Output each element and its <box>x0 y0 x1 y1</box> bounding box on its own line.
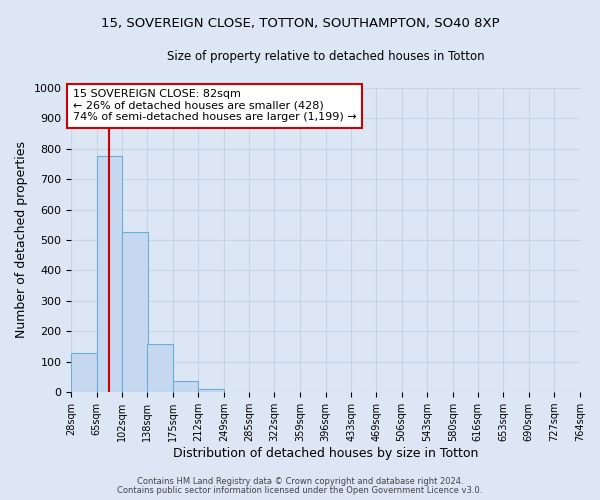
Bar <box>199 389 224 392</box>
Bar <box>148 344 173 392</box>
Y-axis label: Number of detached properties: Number of detached properties <box>15 142 28 338</box>
Title: Size of property relative to detached houses in Totton: Size of property relative to detached ho… <box>167 50 484 63</box>
Text: Contains public sector information licensed under the Open Government Licence v3: Contains public sector information licen… <box>118 486 482 495</box>
Bar <box>97 156 122 392</box>
Bar <box>71 352 97 392</box>
Text: Contains HM Land Registry data © Crown copyright and database right 2024.: Contains HM Land Registry data © Crown c… <box>137 477 463 486</box>
Bar <box>173 380 199 392</box>
Text: 15, SOVEREIGN CLOSE, TOTTON, SOUTHAMPTON, SO40 8XP: 15, SOVEREIGN CLOSE, TOTTON, SOUTHAMPTON… <box>101 18 499 30</box>
Bar <box>122 232 148 392</box>
X-axis label: Distribution of detached houses by size in Totton: Distribution of detached houses by size … <box>173 447 478 460</box>
Text: 15 SOVEREIGN CLOSE: 82sqm
← 26% of detached houses are smaller (428)
74% of semi: 15 SOVEREIGN CLOSE: 82sqm ← 26% of detac… <box>73 90 356 122</box>
